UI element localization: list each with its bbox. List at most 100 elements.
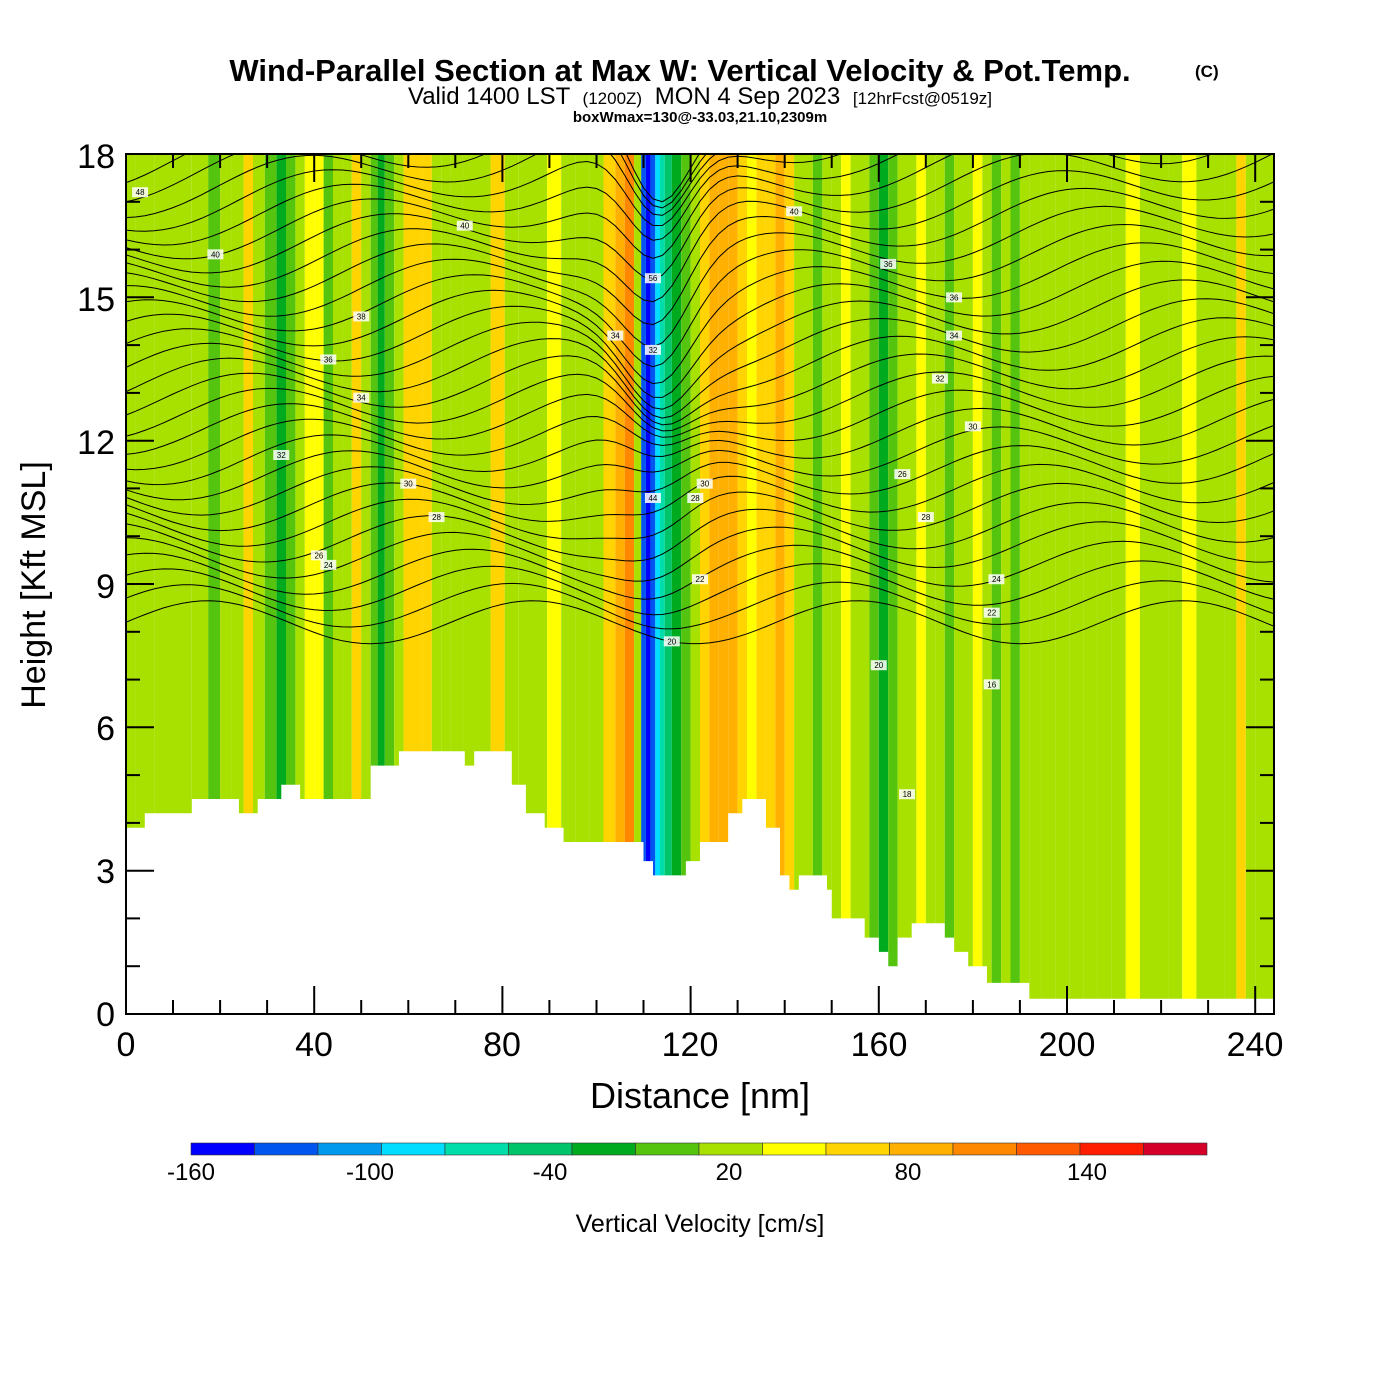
velocity-strip — [1019, 154, 1030, 1014]
contour-label-bg — [310, 550, 327, 561]
colorbar-tick-label: 20 — [716, 1159, 743, 1186]
theta-contour — [126, 242, 1274, 385]
velocity-strip — [286, 154, 296, 1014]
contour-label-bg — [320, 559, 337, 570]
velocity-strip — [377, 154, 385, 1014]
theta-contour — [126, 560, 1274, 616]
contour-label-bg — [880, 258, 897, 269]
velocity-strip — [803, 154, 813, 1014]
velocity-strip — [370, 154, 378, 1014]
velocity-strip — [1111, 154, 1126, 1014]
velocity-strip — [650, 154, 656, 1014]
velocity-strip — [533, 154, 548, 1014]
velocity-strip — [561, 154, 576, 1014]
velocity-strip — [822, 154, 832, 1014]
contour-label-bg — [983, 607, 1000, 618]
velocity-strip — [314, 154, 324, 1014]
colorbar-swatch — [825, 1142, 890, 1156]
colorbar — [190, 1142, 1208, 1156]
subtitle-date: MON 4 Sep 2023 — [655, 83, 840, 110]
velocity-strip — [664, 154, 672, 1014]
velocity-strip — [1097, 154, 1112, 1014]
velocity-strip — [575, 154, 590, 1014]
velocity-strip — [888, 154, 898, 1014]
contour-label: 34 — [611, 332, 620, 341]
velocity-strip — [935, 154, 945, 1014]
velocity-strip — [220, 154, 232, 1014]
velocity-strip — [1236, 154, 1246, 1014]
contour-label-bg — [607, 330, 624, 341]
colorbar-swatch — [381, 1142, 446, 1156]
x-tick-labels: 0 40 80 120 160 200 240 — [117, 1026, 1284, 1064]
velocity-strip — [718, 154, 729, 1014]
velocity-strip — [264, 154, 277, 1014]
velocity-strip — [1041, 154, 1056, 1014]
contour-label-bg — [320, 354, 337, 365]
colorbar-tick-label: -40 — [533, 1159, 568, 1186]
contour-label-bg — [946, 330, 963, 341]
theta-contour — [126, 521, 1274, 582]
contour-label: 32 — [935, 375, 944, 384]
contour-label-bg — [894, 469, 911, 480]
title-group: Wind-Parallel Section at Max W: Vertical… — [229, 53, 1218, 126]
contour-label: 26 — [314, 551, 323, 560]
axis-ticks — [125, 153, 1274, 1015]
theta-contour — [126, 154, 1274, 280]
velocity-strip — [253, 154, 265, 1014]
contour-label-bg — [870, 660, 887, 671]
theta-contour — [126, 279, 1274, 410]
contour-label: 40 — [460, 222, 469, 231]
theta-contour — [126, 482, 1274, 547]
contour-label: 22 — [696, 575, 705, 584]
contour-label-bg — [692, 574, 708, 585]
colorbar-tick-label: 80 — [895, 1159, 922, 1186]
velocity-strip — [756, 154, 766, 1014]
y-tick-label: 12 — [77, 424, 115, 462]
contour-label: 22 — [987, 609, 996, 618]
theta-contour — [126, 424, 1274, 501]
velocity-strip — [333, 154, 343, 1014]
velocity-strip — [897, 154, 907, 1014]
theta-contour — [126, 154, 717, 219]
velocity-strip — [1196, 154, 1211, 1014]
velocity-strip — [794, 154, 804, 1014]
velocity-strip — [944, 154, 955, 1014]
contour-label-bg — [663, 636, 680, 647]
theta-contour — [126, 355, 1274, 455]
velocity-strip — [1139, 154, 1154, 1014]
x-axis-label: Distance [nm] — [590, 1075, 810, 1116]
y-tick-label: 3 — [96, 853, 115, 891]
velocity-strip — [547, 154, 562, 1014]
velocity-strip — [1224, 154, 1237, 1014]
velocity-strip — [671, 154, 682, 1014]
contour-label-bg — [946, 292, 963, 303]
contour-label-bg — [964, 421, 981, 432]
chart-title: Wind-Parallel Section at Max W: Vertical… — [229, 53, 1130, 88]
colorbar-tick-label: -100 — [346, 1159, 394, 1186]
contour-label-bg — [917, 512, 934, 523]
theta-contour — [126, 154, 900, 246]
colorbar-swatch — [1079, 1142, 1144, 1156]
contour-label: 24 — [992, 575, 1001, 584]
velocity-strip — [709, 154, 719, 1014]
y-tick-labels: 0 3 6 9 12 15 18 — [77, 138, 115, 1034]
contour-label: 44 — [648, 494, 657, 503]
velocity-strip — [403, 154, 413, 1014]
velocity-strip — [323, 154, 333, 1014]
theta-contour — [126, 170, 1274, 303]
colorbar-swatch — [889, 1142, 954, 1156]
velocity-strip — [1210, 154, 1225, 1014]
contour-label: 30 — [404, 480, 413, 489]
velocity-strip — [304, 154, 315, 1014]
contour-label: 16 — [987, 680, 996, 689]
velocity-strip — [589, 154, 604, 1014]
contour-label: 28 — [432, 513, 441, 522]
contour-label-bg — [428, 512, 445, 523]
y-tick-label: 0 — [96, 996, 115, 1034]
x-tick-label: 40 — [295, 1026, 333, 1064]
contour-label-bg — [132, 187, 149, 198]
contour-label: 36 — [324, 355, 333, 364]
theta-contour — [126, 580, 1274, 630]
theta-contour — [126, 445, 1274, 516]
colorbar-swatch — [190, 1142, 255, 1156]
